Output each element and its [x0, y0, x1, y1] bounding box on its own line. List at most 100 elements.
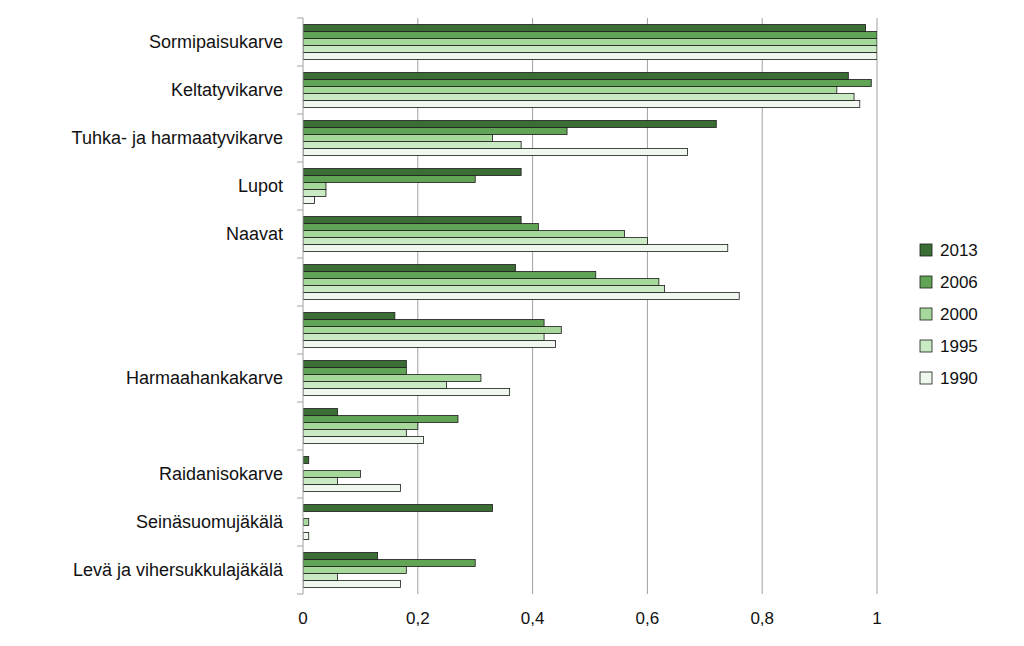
legend-label: 1990 [940, 369, 978, 388]
legend-label: 2006 [940, 273, 978, 292]
bar [303, 409, 337, 416]
category-label: Lupot [238, 176, 283, 196]
bar [303, 231, 624, 238]
bar [303, 519, 309, 526]
bar [303, 567, 406, 574]
bar [303, 485, 401, 492]
legend-swatch [920, 372, 932, 384]
category-tick [297, 162, 303, 163]
category-tick [297, 114, 303, 115]
bar [303, 190, 326, 197]
bar [303, 416, 458, 423]
bar [303, 135, 492, 142]
bar [303, 368, 406, 375]
category-label: Levä ja vihersukkulajäkälä [73, 560, 284, 580]
category-tick [297, 210, 303, 211]
bar [303, 197, 314, 204]
category-label: Tuhka- ja harmaatyvikarve [72, 128, 283, 148]
bar [303, 293, 739, 300]
bar [303, 430, 406, 437]
bar [303, 533, 309, 540]
bar [303, 375, 481, 382]
category-tick [297, 402, 303, 403]
bar [303, 581, 401, 588]
bar [303, 128, 567, 135]
bar [303, 272, 596, 279]
bar [303, 25, 866, 32]
category-tick [297, 594, 303, 595]
bar [303, 361, 406, 368]
bar [303, 437, 424, 444]
category-label: Harmaahankakarve [126, 368, 283, 388]
legend-swatch [920, 340, 932, 352]
bar [303, 53, 877, 60]
bar [303, 73, 848, 80]
bar [303, 101, 860, 108]
tick-label: 0,2 [406, 609, 430, 628]
legend-label: 1995 [940, 337, 978, 356]
legend: 2013 2006 2000 1995 1990 [920, 241, 978, 388]
bar [303, 553, 378, 560]
bar [303, 183, 326, 190]
bar [303, 389, 510, 396]
chart-svg: 0 0,2 0,4 0,6 0,8 1 Sormipaisukarve Keltatyvika… [0, 0, 1024, 646]
tick-label: 0 [298, 609, 307, 628]
bar [303, 32, 877, 39]
tick-label: 0,8 [750, 609, 774, 628]
category-label: Seinäsuomujäkälä [136, 512, 284, 532]
bar [303, 423, 418, 430]
bar [303, 39, 877, 46]
bar [303, 245, 728, 252]
category-tick [297, 66, 303, 67]
legend-swatch [920, 308, 932, 320]
grid-line [877, 18, 878, 594]
bar [303, 560, 475, 567]
category-tick [297, 498, 303, 499]
bar [303, 382, 447, 389]
bar [303, 279, 659, 286]
legend-swatch [920, 276, 932, 288]
bars [303, 25, 877, 588]
bar [303, 238, 647, 245]
bar [303, 478, 337, 485]
bar [303, 471, 360, 478]
bar [303, 286, 665, 293]
category-tick [297, 258, 303, 259]
category-tick [297, 546, 303, 547]
bar [303, 217, 521, 224]
category-tick [297, 18, 303, 19]
chart-container: 0 0,2 0,4 0,6 0,8 1 Sormipaisukarve Keltatyvika… [0, 0, 1024, 646]
category-tick [297, 354, 303, 355]
category-tick [297, 306, 303, 307]
bar [303, 341, 556, 348]
bar [303, 46, 877, 53]
category-tick [297, 450, 303, 451]
legend-label: 2013 [940, 241, 978, 260]
bar [303, 457, 309, 464]
legend-label: 2000 [940, 305, 978, 324]
tick-label: 0,6 [636, 609, 660, 628]
bar [303, 121, 716, 128]
tick-label: 0,4 [521, 609, 545, 628]
bar [303, 94, 854, 101]
bar [303, 149, 688, 156]
bar [303, 224, 538, 231]
bar [303, 142, 521, 149]
bar [303, 327, 561, 334]
bar [303, 313, 395, 320]
legend-swatch [920, 244, 932, 256]
category-label: Sormipaisukarve [149, 32, 283, 52]
bar [303, 334, 544, 341]
bar [303, 265, 515, 272]
bar [303, 80, 871, 87]
category-label: Keltatyvikarve [171, 80, 283, 100]
tick-label: 1 [872, 609, 881, 628]
category-label: Raidanisokarve [159, 464, 283, 484]
bar [303, 320, 544, 327]
bar [303, 176, 475, 183]
category-label: Naavat [226, 224, 283, 244]
bar [303, 87, 837, 94]
bar [303, 169, 521, 176]
bar [303, 505, 492, 512]
bar [303, 574, 337, 581]
